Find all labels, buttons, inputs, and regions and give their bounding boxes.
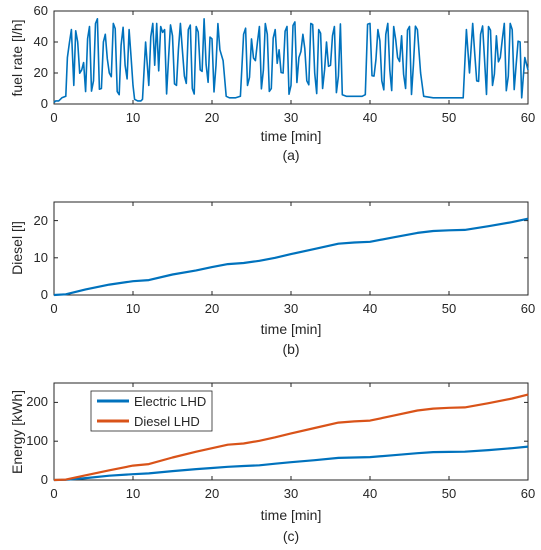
panel-b-y-tick-labels: 0 10 20: [34, 213, 48, 302]
panel-a-xtick: 30: [284, 110, 298, 125]
panel-b-ytick: 20: [34, 213, 48, 228]
panel-a-ticks: [53, 10, 529, 105]
panel-b-ticks: [53, 202, 529, 296]
panel-a-x-axis-label: time [min]: [261, 128, 322, 144]
panel-b: 0 10 20 30 40 50 60 0 10 20 time [min] (…: [9, 201, 535, 357]
panel-c-xtick: 0: [50, 486, 57, 501]
panel-b-xtick: 0: [50, 301, 57, 316]
panel-b-ytick: 10: [34, 250, 48, 265]
panel-c-series-line-0: [53, 445, 529, 482]
panel-b-plot-area: [53, 201, 529, 296]
panel-a-xtick: 10: [126, 110, 140, 125]
panel-a-x-tick-labels: 0 10 20 30 40 50 60: [50, 110, 535, 125]
panel-a: 0 10 20 30 40 50 60 0 20 40 60 time [min…: [9, 3, 535, 163]
legend-label-diesel: Diesel LHD: [134, 414, 200, 429]
panel-b-xtick: 50: [442, 301, 456, 316]
panel-c-x-tick-labels: 0 10 20 30 40 50 60: [50, 486, 535, 501]
panel-b-series-line-0: [53, 217, 529, 297]
panel-a-y-tick-labels: 0 20 40 60: [34, 3, 48, 111]
panel-b-series: [53, 217, 529, 297]
panel-c-ytick: 100: [26, 433, 48, 448]
panel-b-x-tick-labels: 0 10 20 30 40 50 60: [50, 301, 535, 316]
panel-c-xtick: 10: [126, 486, 140, 501]
panel-a-y-axis-label: fuel rate [l/h]: [9, 19, 25, 96]
panel-a-ytick: 40: [34, 34, 48, 49]
panel-c-series: [53, 393, 529, 482]
panel-c-ytick: 0: [41, 472, 48, 487]
panel-a-xtick: 60: [521, 110, 535, 125]
legend-box: [90, 390, 213, 432]
panel-b-xtick: 30: [284, 301, 298, 316]
panel-c-xtick: 30: [284, 486, 298, 501]
panel-c-y-tick-labels: 0 100 200: [26, 394, 48, 487]
panel-b-ytick: 0: [41, 287, 48, 302]
panel-c-xtick: 20: [205, 486, 219, 501]
panel-c-caption: (c): [283, 528, 299, 544]
panel-c-xtick: 50: [442, 486, 456, 501]
legend-label-electric: Electric LHD: [134, 394, 206, 409]
panel-c-ytick: 200: [26, 394, 48, 409]
panel-b-x-axis-label: time [min]: [261, 321, 322, 337]
panel-a-ytick: 0: [41, 96, 48, 111]
panel-a-xtick: 50: [442, 110, 456, 125]
panel-b-caption: (b): [282, 341, 299, 357]
panel-c-xtick: 40: [363, 486, 377, 501]
panel-c-x-axis-label: time [min]: [261, 507, 322, 523]
panel-c-y-axis-label: Energy [kWh]: [9, 390, 25, 474]
panel-b-xtick: 40: [363, 301, 377, 316]
panel-b-xtick: 10: [126, 301, 140, 316]
panel-c: 0 10 20 30 40 50 60 0 100 200 Electric L…: [9, 382, 535, 544]
panel-a-ytick: 60: [34, 3, 48, 18]
panel-c-series-line-1: [53, 393, 529, 482]
panel-a-caption: (a): [282, 147, 299, 163]
panel-a-ytick: 20: [34, 65, 48, 80]
panel-a-series-line-0: [53, 18, 529, 104]
panel-b-y-axis-label: Diesel [l]: [9, 221, 25, 275]
panel-a-xtick: 40: [363, 110, 377, 125]
panel-c-legend: Electric LHD Diesel LHD: [90, 390, 213, 432]
panel-c-ticks: [53, 383, 529, 481]
panel-a-xtick: 20: [205, 110, 219, 125]
panel-c-xtick: 60: [521, 486, 535, 501]
panel-a-series: [53, 18, 529, 104]
panel-b-xtick: 20: [205, 301, 219, 316]
panel-a-xtick: 0: [50, 110, 57, 125]
panel-b-xtick: 60: [521, 301, 535, 316]
